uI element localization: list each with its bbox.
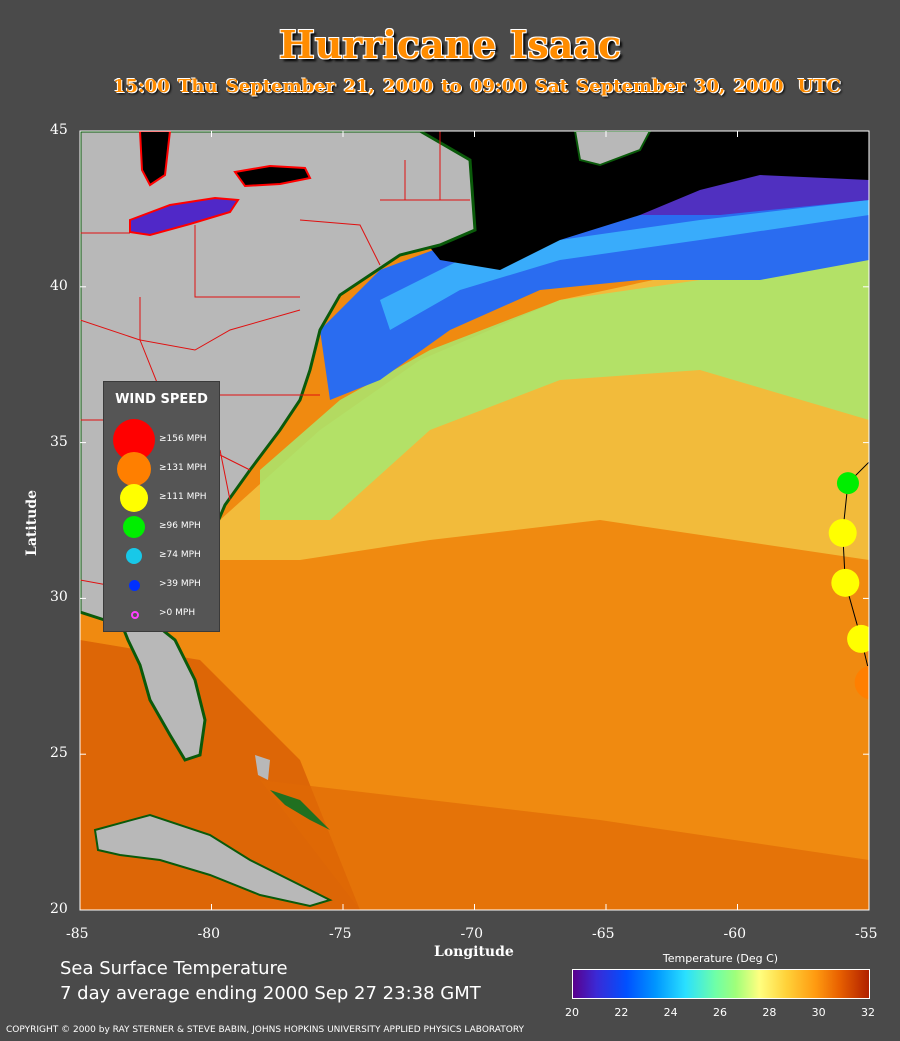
ocean-hot-caribbean xyxy=(260,780,869,910)
x-tick-label: -55 xyxy=(855,926,878,942)
y-axis-title: Latitude xyxy=(24,489,40,556)
wind-speed-legend: WIND SPEED ≥156 MPH ≥131 MPH ≥111 MPH ≥96 M… xyxy=(103,381,220,632)
legend-item: ≥156 MPH xyxy=(104,419,219,461)
lake-erie xyxy=(129,196,240,237)
legend-swatch xyxy=(130,610,139,619)
legend-swatch xyxy=(117,452,151,486)
colorbar-tick: 26 xyxy=(713,1006,727,1019)
colorbar-tick: 20 xyxy=(565,1006,579,1019)
x-tick-label: -65 xyxy=(592,926,615,942)
y-tick-label: 20 xyxy=(50,901,68,917)
x-tick-label: -75 xyxy=(329,926,352,942)
track-point xyxy=(828,518,857,547)
y-tick-label: 30 xyxy=(50,589,68,606)
land-bahamas xyxy=(255,755,270,780)
track-point xyxy=(854,665,869,700)
legend-label: ≥131 MPH xyxy=(159,463,207,473)
colorbar-title: Temperature (Deg C) xyxy=(662,952,779,965)
legend-item: ≥74 MPH xyxy=(104,543,219,569)
legend-label: >0 MPH xyxy=(159,608,196,618)
legend-swatch xyxy=(128,579,140,591)
land-florida xyxy=(117,618,207,762)
colorbar-tick: 22 xyxy=(614,1006,629,1019)
land-nova-scotia xyxy=(573,131,652,167)
y-tick-label: 40 xyxy=(50,277,68,294)
legend-label: ≥111 MPH xyxy=(159,492,207,502)
footer-average-period: 7 day average ending 2000 Sep 27 23:38 G… xyxy=(60,983,481,1004)
legend-label: >39 MPH xyxy=(159,579,201,589)
legend-item: ≥96 MPH xyxy=(104,514,219,540)
ocean-cold-shelf xyxy=(380,131,869,270)
track-point xyxy=(847,624,869,653)
y-tick-label: 35 xyxy=(50,433,68,450)
ocean-gulfstream-edge xyxy=(380,200,869,330)
legend-item: ≥111 MPH xyxy=(104,484,219,512)
legend-swatch xyxy=(120,484,148,512)
track-point xyxy=(831,568,860,597)
x-tick-label: -60 xyxy=(723,926,747,942)
axis-ticks xyxy=(79,130,870,911)
x-tick-label: -85 xyxy=(66,926,89,942)
x-tick-label: -70 xyxy=(460,926,484,942)
lake-ontario xyxy=(233,164,312,188)
map-subtitle: 15:00 Thu September 21, 2000 to 09:00 Sa… xyxy=(0,76,900,97)
legend-label: ≥74 MPH xyxy=(159,550,201,560)
legend-item: ≥131 MPH xyxy=(104,452,219,486)
ocean-green xyxy=(260,260,869,520)
colorbar-tick: 30 xyxy=(811,1006,826,1019)
subtitle-timezone: UTC xyxy=(797,76,841,97)
legend-label: ≥156 MPH xyxy=(159,434,207,444)
footer-product: Sea Surface Temperature xyxy=(60,958,288,979)
x-axis-title: Longitude xyxy=(434,944,514,960)
map-title: Hurricane Isaac xyxy=(278,22,622,67)
shoal-bahamas xyxy=(270,790,330,830)
legend-swatch xyxy=(126,548,142,564)
land-cuba xyxy=(93,813,333,908)
copyright-notice: COPYRIGHT © 2000 by RAY STERNER & STEVE … xyxy=(6,1025,525,1035)
colorbar-tick: 28 xyxy=(762,1006,777,1019)
track-point xyxy=(836,472,859,495)
hurricane-track-points xyxy=(828,472,869,700)
temperature-colorbar xyxy=(572,969,870,999)
colorbar-tick: 24 xyxy=(663,1006,678,1019)
legend-label: ≥96 MPH xyxy=(159,521,201,531)
legend-swatch xyxy=(123,516,145,538)
legend-item: >39 MPH xyxy=(104,572,219,598)
colorbar-tick: 32 xyxy=(861,1006,875,1019)
y-tick-label: 45 xyxy=(50,122,68,138)
x-tick-label: -80 xyxy=(197,926,221,942)
legend-title: WIND SPEED xyxy=(115,392,208,407)
subtitle-date-range: 15:00 Thu September 21, 2000 to 09:00 Sa… xyxy=(112,76,784,97)
y-tick-label: 25 xyxy=(50,745,68,762)
lake-huron xyxy=(138,131,172,187)
legend-item: >0 MPH xyxy=(104,601,219,627)
